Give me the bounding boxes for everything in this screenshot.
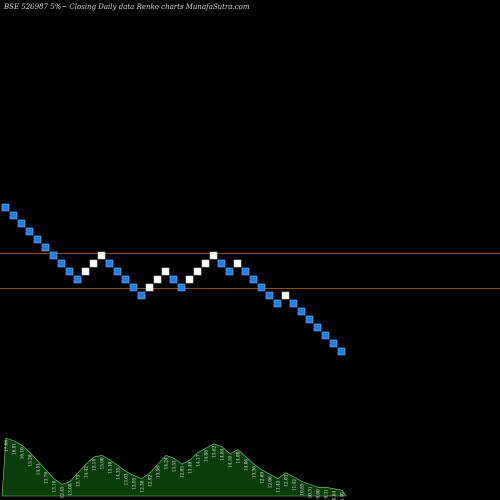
volume-label: 13.53 xyxy=(172,460,177,472)
renko-brick-down xyxy=(169,275,178,284)
renko-brick-down xyxy=(273,299,282,308)
renko-brick-down xyxy=(73,275,82,284)
renko-brick-down xyxy=(33,235,42,244)
renko-brick-down xyxy=(105,259,114,268)
renko-brick-down xyxy=(337,347,346,356)
renko-brick-down xyxy=(289,299,298,308)
volume-label: 14.84 xyxy=(220,448,225,460)
renko-brick-down xyxy=(65,267,74,276)
volume-label: 16.91 xyxy=(12,443,17,455)
volume-label: 13.49 xyxy=(188,461,193,473)
volume-label: 13.08 xyxy=(68,483,73,495)
volume-label: 8.40 xyxy=(340,492,345,500)
renko-brick-down xyxy=(129,283,138,292)
volume-label: 12.95 xyxy=(132,477,137,489)
volume-label: 13.36 xyxy=(252,466,257,478)
volume-label: 10.85 xyxy=(300,483,305,495)
renko-brick-down xyxy=(297,307,306,316)
renko-brick-down xyxy=(241,267,250,276)
volume-label: 13.10 xyxy=(52,480,57,492)
volume-label: 13.56 xyxy=(156,466,161,478)
renko-brick-up xyxy=(233,259,242,268)
volume-label: 12.06 xyxy=(268,476,273,488)
volume-label: 15.90 xyxy=(100,457,105,469)
volume-label: 14.35 xyxy=(116,467,121,479)
renko-brick-down xyxy=(217,259,226,268)
renko-brick-up xyxy=(193,267,202,276)
volume-label: 15.10 xyxy=(108,461,113,473)
renko-brick-down xyxy=(177,283,186,292)
volume-label: 12.03 xyxy=(284,474,289,486)
volume-label: 12.85 xyxy=(180,466,185,478)
volume-label: 15.28 xyxy=(28,454,33,466)
renko-brick-down xyxy=(137,291,146,300)
volume-label: 13.79 xyxy=(44,472,49,484)
renko-brick-up xyxy=(185,275,194,284)
renko-brick-down xyxy=(41,243,50,252)
volume-label: 11.45 xyxy=(276,480,281,492)
renko-brick-down xyxy=(305,315,314,324)
volume-label: 14.10 xyxy=(228,456,233,468)
renko-brick-up xyxy=(209,251,218,260)
volume-label: 10.31 xyxy=(308,486,313,498)
volume-label: 13.63 xyxy=(124,473,129,485)
renko-brick-down xyxy=(57,259,66,268)
volume-area xyxy=(1,437,347,497)
volume-label: 12.30 xyxy=(140,480,145,492)
volume-label: 14.88 xyxy=(204,450,209,462)
volume-label: 14.17 xyxy=(196,454,201,466)
chart-title: BSE 526987 5%~ Closing Daily data Renko … xyxy=(3,3,250,11)
renko-brick-up xyxy=(81,267,90,276)
renko-brick-up xyxy=(201,259,210,268)
renko-brick-down xyxy=(249,275,258,284)
volume-label: 15.62 xyxy=(212,445,217,457)
renko-brick-down xyxy=(1,203,10,212)
renko-brick-up xyxy=(281,291,290,300)
renko-brick-down xyxy=(265,291,274,300)
renko-brick-up xyxy=(89,259,98,268)
reference-lines xyxy=(0,253,500,289)
renko-brick-down xyxy=(25,227,34,236)
volume-label: 14.24 xyxy=(164,457,169,469)
volume-label: 15.14 xyxy=(92,459,97,471)
volume-label: 11.42 xyxy=(292,479,297,491)
renko-brick-down xyxy=(113,267,122,276)
renko-brick-up xyxy=(97,251,106,260)
renko-brick-down xyxy=(329,339,338,348)
renko-brick-down xyxy=(49,251,58,260)
volume-label: 14.42 xyxy=(84,466,89,478)
renko-brick-down xyxy=(9,211,18,220)
volume-label: 9.31 xyxy=(324,489,329,499)
renko-brick-up xyxy=(153,275,162,284)
volume-label: 8.84 xyxy=(332,490,337,500)
volume-label: 12.92 xyxy=(148,474,153,486)
renko-brick-down xyxy=(313,323,322,332)
volume-label: 17.86 xyxy=(4,440,9,452)
volume-label: 12.69 xyxy=(260,472,265,484)
renko-brick-down xyxy=(17,219,26,228)
renko-brick-up xyxy=(161,267,170,276)
volume-label: 14.51 xyxy=(36,463,41,475)
volume-label: 12.45 xyxy=(60,486,65,498)
renko-brick-down xyxy=(225,267,234,276)
renko-brick-up xyxy=(145,283,154,292)
renko-brick-down xyxy=(121,275,130,284)
volume-label: 13.73 xyxy=(76,474,81,486)
volume-label: 9.80 xyxy=(316,489,321,499)
renko-brick-down xyxy=(321,331,330,340)
volume-label: 14.80 xyxy=(236,451,241,463)
renko-bricks xyxy=(1,203,346,356)
volume-label: 16.10 xyxy=(20,447,25,459)
renko-brick-down xyxy=(257,283,266,292)
volume-label: 14.06 xyxy=(244,459,249,471)
